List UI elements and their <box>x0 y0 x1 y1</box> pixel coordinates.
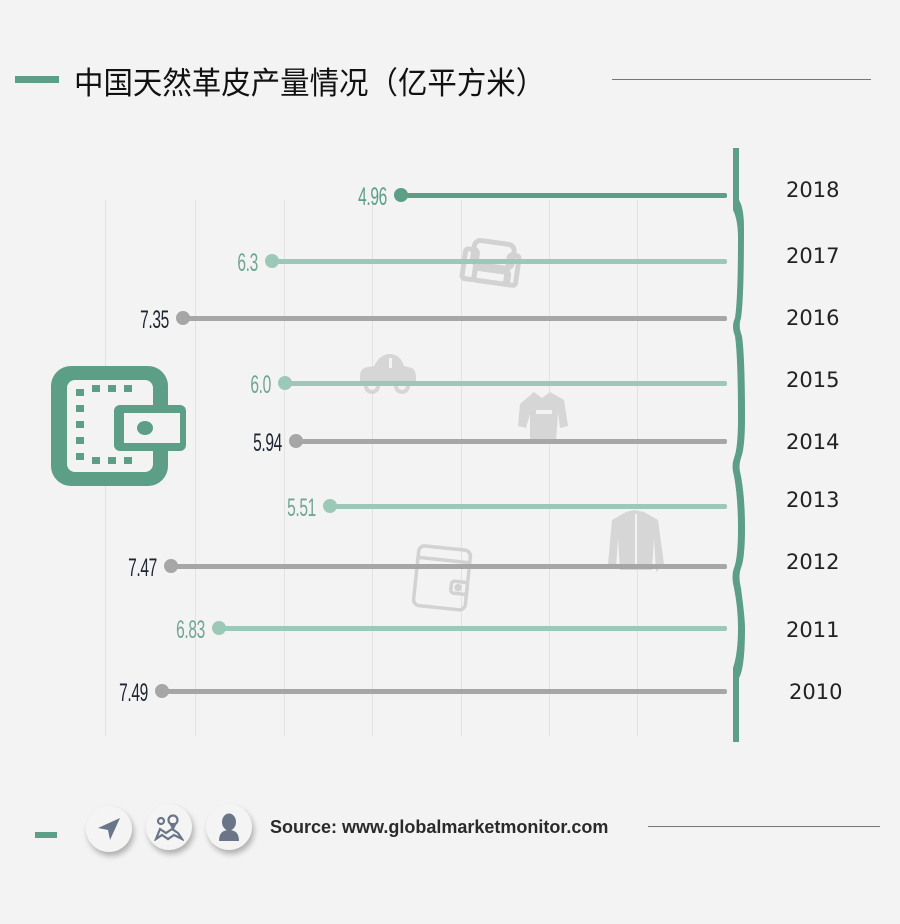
year-label: 2015 <box>786 368 840 392</box>
map-button[interactable] <box>146 804 192 850</box>
data-point <box>289 434 303 448</box>
year-label: 2010 <box>789 680 843 704</box>
data-bar <box>162 689 727 694</box>
value-label: 7.49 <box>119 679 148 707</box>
grid-line <box>195 200 196 736</box>
data-bar <box>285 381 727 386</box>
title-accent-bar <box>15 76 59 83</box>
profile-button[interactable] <box>206 804 252 850</box>
data-point <box>323 499 337 513</box>
value-label: 5.51 <box>287 494 316 522</box>
grid-line <box>637 200 638 736</box>
wallet-icon <box>51 366 186 486</box>
year-label: 2018 <box>786 178 840 202</box>
grid-line <box>461 200 462 736</box>
data-point <box>164 559 178 573</box>
year-label: 2011 <box>786 618 840 642</box>
year-label: 2013 <box>786 488 840 512</box>
title-divider <box>612 79 871 80</box>
jacket-icon <box>518 392 568 442</box>
year-label: 2014 <box>786 430 840 454</box>
data-bar <box>171 564 727 569</box>
grid-line <box>284 200 285 736</box>
data-point <box>212 621 226 635</box>
data-bar <box>272 259 727 264</box>
data-point <box>265 254 279 268</box>
leather-coat-icon <box>608 510 664 572</box>
data-bar <box>219 626 727 631</box>
value-label: 7.35 <box>140 306 169 334</box>
navigation-arrow-icon <box>98 818 120 840</box>
year-label: 2016 <box>786 306 840 330</box>
data-bar <box>296 439 727 444</box>
data-bar <box>401 193 727 198</box>
year-label: 2012 <box>786 550 840 574</box>
footer-divider <box>648 826 880 827</box>
grid-line <box>549 200 550 736</box>
person-icon <box>219 813 239 841</box>
footer-accent-bar <box>35 832 57 838</box>
value-label: 6.83 <box>176 616 205 644</box>
wallet-outline-icon <box>411 544 473 612</box>
data-bar <box>183 316 727 321</box>
car-icon <box>360 354 416 394</box>
data-point <box>176 311 190 325</box>
data-point <box>278 376 292 390</box>
sofa-icon <box>459 237 522 288</box>
map-pins-icon <box>154 814 184 841</box>
data-point <box>155 684 169 698</box>
source-text[interactable]: Source: www.globalmarketmonitor.com <box>270 817 609 837</box>
data-bar <box>330 504 727 509</box>
grid-line <box>372 200 373 736</box>
navigation-button[interactable] <box>86 806 132 852</box>
value-label: 6.3 <box>237 249 258 277</box>
timeline-spine <box>732 148 745 742</box>
year-label: 2017 <box>786 244 840 268</box>
value-label: 7.47 <box>128 554 157 582</box>
data-point <box>394 188 408 202</box>
chart-title: 中国天然革皮产量情况（亿平方米） <box>74 66 546 102</box>
value-label: 5.94 <box>253 429 282 457</box>
value-label: 4.96 <box>358 183 387 211</box>
value-label: 6.0 <box>250 371 271 399</box>
